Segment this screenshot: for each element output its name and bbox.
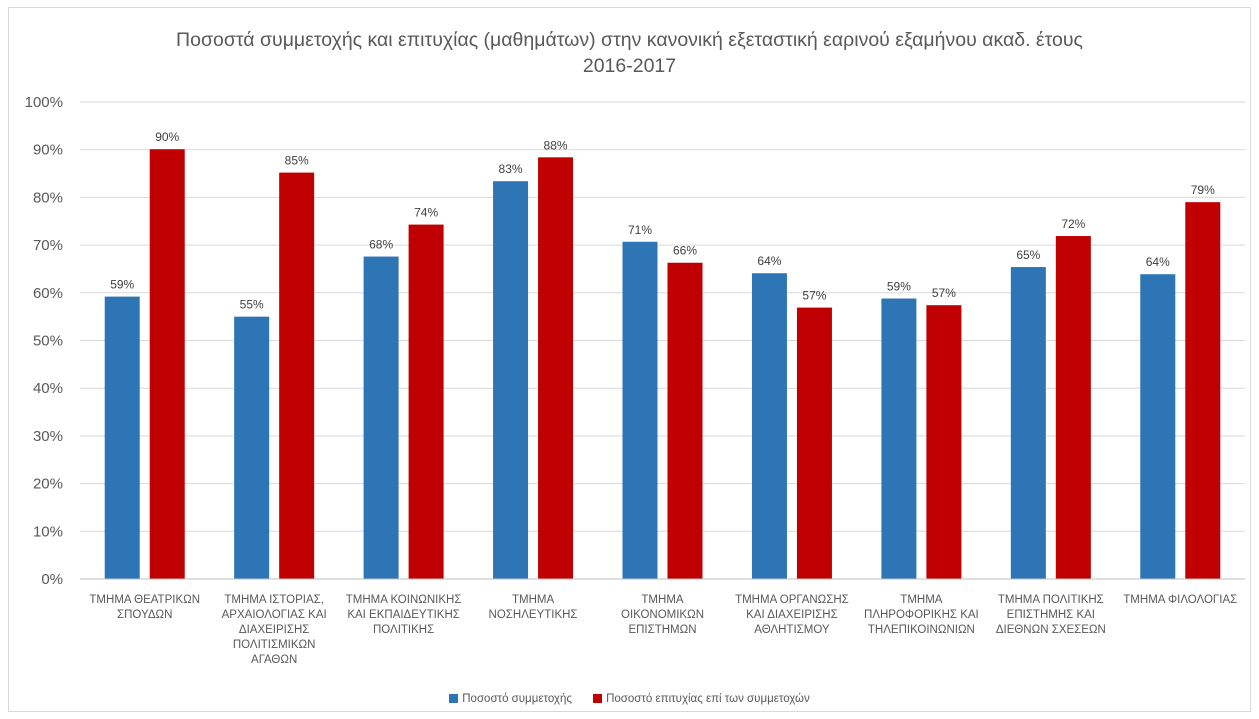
bar-success-9 [1185, 202, 1221, 580]
legend-item-success: Ποσοστό επιτυχίας επί των συμμετοχών [593, 693, 810, 705]
data-label: 79% [1191, 183, 1215, 197]
bar-success-8 [1055, 236, 1091, 580]
y-tick-label: 50% [33, 333, 63, 350]
x-tick-label-6: ΤΜΗΜΑ ΟΡΓΑΝΩΣΗΣ ΚΑΙ ΔΙΑΧΕΙΡΙΣΗΣ ΑΘΛΗΤΙΣΜΟΥ [735, 594, 849, 636]
y-tick-label: 20% [33, 476, 63, 493]
bar-participation-4 [493, 181, 529, 579]
data-label: 85% [285, 154, 309, 168]
data-label: 68% [369, 238, 393, 252]
legend-item-participation: Ποσοστό συμμετοχής [449, 693, 572, 705]
y-tick-label: 90% [33, 142, 63, 159]
y-tick-label: 60% [33, 285, 63, 302]
y-tick-label: 70% [33, 237, 63, 254]
bar-success-5 [667, 262, 703, 579]
y-tick-label: 40% [33, 380, 63, 397]
data-label: 72% [1061, 217, 1085, 231]
bar-participation-1 [104, 296, 140, 579]
legend-swatch-participation [449, 694, 459, 703]
data-label: 64% [1146, 255, 1170, 269]
bar-participation-5 [622, 241, 658, 580]
data-label: 74% [414, 206, 438, 220]
data-label: 66% [673, 244, 697, 258]
data-label: 57% [932, 286, 956, 300]
data-label: 64% [757, 254, 781, 268]
y-tick-label: 0% [41, 571, 63, 588]
bar-participation-6 [751, 273, 787, 579]
bar-success-7 [926, 305, 962, 579]
bar-participation-2 [234, 316, 270, 579]
chart-title-line-1: Ποσοστά συμμετοχής και επιτυχίας (μαθημά… [176, 29, 1083, 51]
bar-participation-7 [881, 298, 917, 579]
data-label: 65% [1016, 248, 1040, 262]
data-label: 83% [499, 162, 523, 176]
x-tick-label-4: ΤΜΗΜΑ ΝΟΣΗΛΕΥΤΙΚΗΣ [489, 594, 578, 621]
legend: Ποσοστό συμμετοχής Ποσοστό επιτυχίας επί… [0, 693, 1259, 705]
x-tick-label-5: ΤΜΗΜΑ ΟΙΚΟΝΟΜΙΚΩΝ ΕΠΙΣΤΗΜΩΝ [621, 594, 704, 636]
data-label: 88% [544, 138, 568, 152]
y-tick-label: 10% [33, 523, 63, 540]
x-tick-label-8: ΤΜΗΜΑ ΠΟΛΙΤΙΚΗΣ ΕΠΙΣΤΗΜΗΣ ΚΑΙ ΔΙΕΘΝΩΝ ΣΧΕΣ… [996, 594, 1106, 636]
x-tick-label-7: ΤΜΗΜΑ ΠΛΗΡΟΦΟΡΙΚΗΣ ΚΑΙ ΤΗΛΕΠΙΚΟΙΝΩΝΙΩΝ [864, 594, 979, 636]
chart-title-line-2: 2016-2017 [582, 55, 677, 77]
bar-participation-9 [1140, 274, 1176, 579]
x-tick-label-9: ΤΜΗΜΑ ΦΙΛΟΛΟΓΙΑΣ [1123, 594, 1237, 606]
gridlines [80, 101, 1245, 580]
y-axis: 0% 10% 20% 30% 40% 50% 60% 70% 80% 90% 100% [25, 94, 63, 588]
x-tick-label-2: ΤΜΗΜΑ ΙΣΤΟΡΙΑΣ, ΑΡΧΑΙΟΛΟΓΙΑΣ ΚΑΙ ΔΙΑΧΕΙΡΙΣ… [222, 594, 327, 666]
data-label: 55% [240, 298, 264, 312]
legend-label-success: Ποσοστό επιτυχίας επί των συμμετοχών [606, 693, 810, 705]
x-axis: ΤΜΗΜΑ ΘΕΑΤΡΙΚΩΝ ΣΠΟΥΔΩΝ ΤΜΗΜΑ ΙΣΤΟΡΙΑΣ, ΑΡΧ… [80, 578, 1245, 666]
chart-title: Ποσοστά συμμετοχής και επιτυχίας (μαθημά… [0, 27, 1259, 79]
data-label: 90% [155, 130, 179, 144]
bar-success-1 [149, 149, 185, 579]
legend-swatch-success [593, 694, 603, 703]
y-tick-label: 80% [33, 189, 63, 206]
legend-label-participation: Ποσοστό συμμετοχής [462, 693, 572, 705]
bars [104, 149, 1221, 580]
data-label: 57% [802, 289, 826, 303]
bar-success-4 [538, 157, 574, 579]
data-label: 59% [887, 280, 911, 294]
data-label: 71% [628, 223, 652, 237]
x-tick-label-1: ΤΜΗΜΑ ΘΕΑΤΡΙΚΩΝ ΣΠΟΥΔΩΝ [89, 594, 200, 621]
bar-participation-3 [363, 256, 399, 579]
bar-success-3 [408, 224, 444, 580]
bar-participation-8 [1010, 267, 1046, 579]
data-labels: 59% 90% 55% 85% 68% 74% 83% 88% 71% 66% 64% 57% 59% 5… [110, 130, 1215, 311]
bar-success-2 [279, 172, 315, 579]
y-tick-label: 100% [25, 94, 63, 111]
data-label: 59% [110, 278, 134, 292]
bar-success-6 [796, 307, 832, 579]
y-tick-label: 30% [33, 428, 63, 445]
x-tick-label-3: ΤΜΗΜΑ ΚΟΙΝΩΝΙΚΗΣ ΚΑΙ ΕΚΠΑΙΔΕΥΤΙΚΗΣ ΠΟΛΙΤΙΚ… [346, 594, 462, 636]
